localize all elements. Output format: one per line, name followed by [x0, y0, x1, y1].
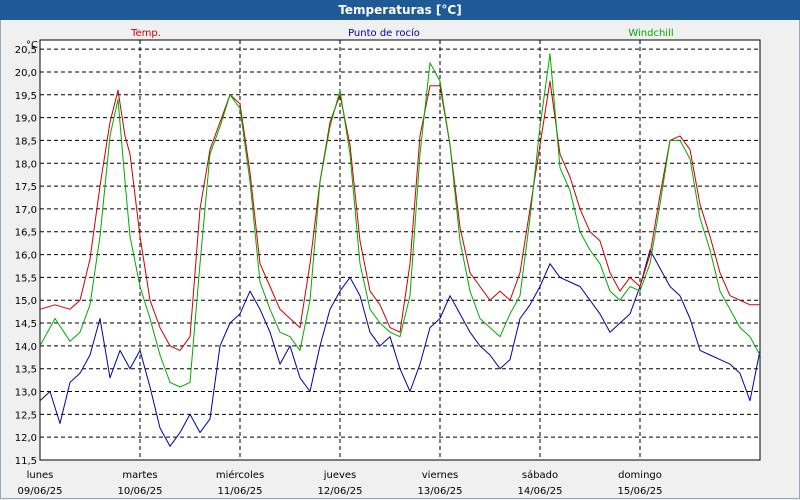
x-tick-date: 13/06/25: [418, 486, 463, 497]
legend-entry: Windchill: [628, 28, 673, 39]
y-tick-labels: 11,5 12,0 12,5 13,0 13,5 14,0 14,5 15,0 15,5 16,0…: [15, 45, 37, 467]
legend-entry: Punto de rocío: [348, 27, 420, 39]
y-tick-label: 18,0: [15, 159, 37, 170]
x-tick-date: 10/06/25: [118, 486, 163, 497]
x-tick-day: lunes: [27, 470, 54, 481]
window-title: Temperaturas [°C]: [0, 0, 800, 20]
series-line-2: [39, 53, 761, 388]
y-tick-label: 18,5: [15, 136, 37, 147]
series-line-0: [39, 80, 760, 351]
x-tick-day: viernes: [422, 470, 458, 481]
x-tick-date: 12/06/25: [318, 486, 363, 497]
y-tick-label: 16,5: [15, 228, 37, 239]
x-tick-day: domingo: [618, 470, 662, 481]
y-tick-label: 15,5: [15, 273, 37, 284]
x-tick-date: 11/06/25: [218, 486, 263, 497]
x-tick-date: 14/06/25: [518, 486, 563, 497]
y-tick-label: 13,5: [15, 365, 37, 376]
y-tick-label: 13,0: [15, 388, 37, 399]
x-tick-day: miércoles: [216, 469, 264, 481]
x-tick-labels: lunes 09/06/25 martes 10/06/25 miércoles 11/0…: [18, 469, 663, 497]
y-tick-label: 11,5: [15, 456, 37, 467]
x-tick-date: 15/06/25: [618, 486, 663, 497]
legend: Temp. Punto de rocío Windchill: [130, 27, 674, 39]
x-tick-day: sábado: [522, 469, 558, 481]
series-layer: [39, 53, 761, 447]
y-tick-label: 15,0: [15, 296, 37, 307]
y-tick-label: 20,0: [15, 68, 37, 79]
x-tick-day: jueves: [323, 470, 357, 481]
x-tick-date: 09/06/25: [18, 486, 63, 497]
y-tick-label: 17,5: [15, 182, 37, 193]
x-tick-day: martes: [122, 470, 157, 481]
y-tick-label: 20,5: [15, 45, 37, 56]
y-tick-label: 14,0: [15, 342, 37, 353]
y-tick-label: 14,5: [15, 319, 37, 330]
y-tick-label: 19,0: [15, 114, 37, 125]
legend-entry: Temp.: [130, 28, 161, 39]
y-tick-label: 12,5: [15, 410, 37, 421]
y-tick-label: 17,0: [15, 205, 37, 216]
y-tick-label: 12,0: [15, 433, 37, 444]
y-tick-label: 16,0: [15, 251, 37, 262]
y-axis-unit: °C: [26, 40, 38, 51]
y-tick-label: 19,5: [15, 91, 37, 102]
grid-lines: [40, 40, 760, 461]
